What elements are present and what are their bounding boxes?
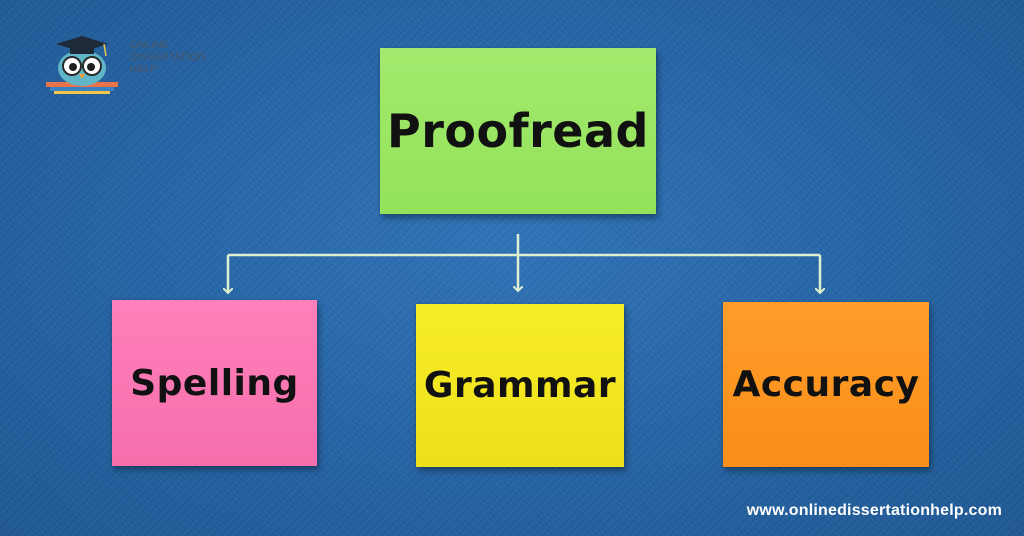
node-proofread: Proofread — [380, 48, 656, 214]
owl-graduate-icon — [46, 36, 118, 94]
node-label: Spelling — [130, 362, 299, 404]
site-logo[interactable]: ONLINE DISSERTATION HELP — [42, 32, 232, 100]
node-spelling: Spelling — [112, 300, 317, 466]
node-accuracy: Accuracy — [723, 302, 929, 467]
node-label: Accuracy — [732, 364, 920, 405]
node-label: Proofread — [387, 104, 649, 158]
node-label: Grammar — [423, 365, 617, 406]
logo-text: ONLINE DISSERTATION HELP — [130, 40, 206, 75]
node-grammar: Grammar — [416, 304, 624, 467]
website-url[interactable]: www.onlinedissertationhelp.com — [746, 502, 1002, 519]
